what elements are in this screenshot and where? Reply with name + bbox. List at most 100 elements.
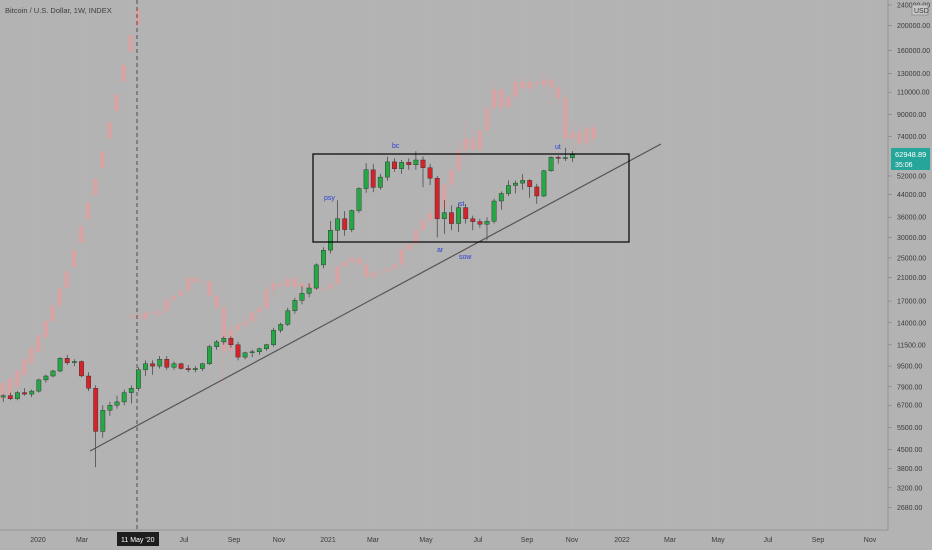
candle[interactable]: [86, 372, 92, 392]
candle[interactable]: [328, 220, 333, 254]
candle[interactable]: [207, 344, 212, 365]
support-trendline[interactable]: [89, 143, 662, 452]
candle[interactable]: [36, 378, 42, 393]
candle[interactable]: [306, 283, 312, 298]
candle[interactable]: [385, 156, 390, 181]
candle[interactable]: [427, 163, 433, 185]
candle[interactable]: [235, 341, 241, 361]
candle[interactable]: [264, 343, 269, 351]
candle[interactable]: [506, 180, 511, 196]
candle-body: [264, 344, 269, 349]
candle[interactable]: [356, 187, 362, 213]
candle[interactable]: [370, 163, 376, 193]
candle[interactable]: [520, 174, 526, 190]
candle[interactable]: [128, 385, 134, 404]
candle[interactable]: [107, 401, 113, 416]
candle[interactable]: [434, 176, 440, 238]
candle-body: [228, 338, 234, 346]
candle-body: [513, 182, 518, 186]
candle[interactable]: [100, 405, 106, 438]
candle[interactable]: [527, 179, 533, 198]
candle[interactable]: [57, 357, 63, 373]
candle[interactable]: [29, 389, 35, 398]
candle[interactable]: [406, 158, 412, 170]
candle[interactable]: [135, 367, 141, 392]
candle[interactable]: [14, 391, 20, 401]
candle[interactable]: [79, 360, 84, 378]
candle[interactable]: [285, 307, 291, 326]
candle[interactable]: [7, 392, 13, 401]
candle[interactable]: [470, 215, 476, 231]
candle[interactable]: [299, 286, 305, 305]
candle[interactable]: [228, 336, 234, 348]
candle[interactable]: [349, 209, 355, 233]
candle[interactable]: [157, 356, 163, 369]
candle[interactable]: [199, 362, 205, 371]
candle[interactable]: [441, 199, 447, 234]
candle[interactable]: [498, 191, 504, 210]
candle[interactable]: [420, 156, 426, 188]
candle[interactable]: [342, 211, 348, 236]
candle[interactable]: [64, 354, 70, 365]
candle[interactable]: [242, 351, 248, 360]
candle-body: [214, 341, 220, 347]
candle[interactable]: [143, 360, 148, 376]
candle[interactable]: [178, 362, 184, 370]
candle[interactable]: [22, 388, 27, 396]
candle[interactable]: [491, 198, 497, 224]
candle[interactable]: [121, 389, 127, 406]
candle[interactable]: [399, 160, 404, 174]
candle[interactable]: [171, 361, 177, 370]
candle[interactable]: [150, 360, 155, 375]
price-tick-label: 110000.00: [897, 90, 930, 97]
candle[interactable]: [548, 156, 554, 172]
candle[interactable]: [164, 356, 170, 370]
price-axis-panel[interactable]: [888, 0, 932, 550]
time-axis-panel[interactable]: [0, 530, 932, 550]
candle-body: [335, 218, 340, 231]
candle[interactable]: [555, 155, 561, 164]
candle[interactable]: [256, 347, 262, 355]
time-tick-label: Nov: [566, 537, 579, 544]
candle[interactable]: [513, 180, 518, 194]
candle[interactable]: [185, 365, 191, 373]
candle[interactable]: [477, 218, 483, 228]
candle[interactable]: [534, 183, 540, 204]
candle[interactable]: [114, 395, 120, 409]
candle-body: [449, 212, 454, 224]
candle[interactable]: [271, 327, 276, 347]
candle[interactable]: [93, 385, 99, 468]
symbol-title[interactable]: Bitcoin / U.S. Dollar, 1W, INDEX: [5, 6, 112, 15]
candle[interactable]: [214, 340, 220, 350]
candle[interactable]: [456, 202, 461, 233]
candle[interactable]: [292, 297, 298, 314]
currency-label-box[interactable]: [911, 4, 929, 16]
candle[interactable]: [0, 394, 6, 402]
candle[interactable]: [335, 200, 340, 243]
ghost-candle-body: [164, 299, 169, 311]
candle[interactable]: [321, 247, 326, 269]
candle[interactable]: [43, 374, 49, 383]
candle-body: [363, 169, 369, 189]
candle[interactable]: [363, 163, 369, 193]
candle[interactable]: [392, 158, 397, 172]
candle[interactable]: [541, 169, 547, 198]
candle[interactable]: [484, 217, 490, 241]
time-tick-label: Sep: [812, 537, 825, 544]
candle[interactable]: [278, 322, 284, 333]
candle[interactable]: [50, 369, 56, 378]
candle[interactable]: [570, 151, 575, 162]
candle[interactable]: [463, 204, 469, 224]
candle[interactable]: [192, 366, 198, 373]
candle[interactable]: [377, 173, 383, 190]
candlestick-series[interactable]: [0, 147, 575, 468]
candle[interactable]: [249, 349, 255, 358]
candle[interactable]: [313, 263, 319, 290]
price-tick-label: 3800.00: [897, 466, 922, 473]
trading-range-box[interactable]: [312, 153, 630, 243]
candle[interactable]: [221, 336, 227, 345]
candle[interactable]: [449, 205, 454, 231]
candle[interactable]: [71, 359, 77, 367]
